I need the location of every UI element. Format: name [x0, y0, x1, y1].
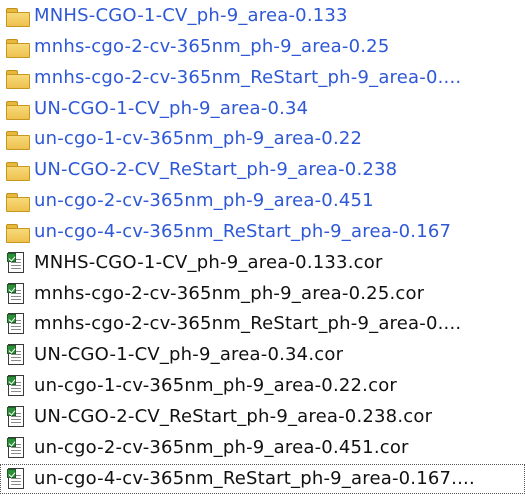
cor-file-icon — [5, 251, 31, 275]
cor-file-icon — [5, 343, 31, 367]
folder-icon — [5, 127, 31, 151]
file-name: MNHS-CGO-1-CV_ph-9_area-0.133.cor — [34, 252, 383, 273]
folder-name: un-cgo-2-cv-365nm_ph-9_area-0.451 — [34, 190, 374, 211]
folder-item[interactable]: mnhs-cgo-2-cv-365nm_ReStart_ph-9_area-0.… — [0, 63, 525, 93]
folder-icon — [5, 220, 31, 244]
cor-file-icon — [5, 374, 31, 398]
folder-name: UN-CGO-2-CV_ReStart_ph-9_area-0.238 — [34, 159, 398, 180]
folder-icon — [5, 35, 31, 59]
file-item[interactable]: un-cgo-4-cv-365nm_ReStart_ph-9_area-0.16… — [0, 464, 525, 494]
folder-icon — [5, 4, 31, 28]
file-name: un-cgo-1-cv-365nm_ph-9_area-0.22.cor — [34, 375, 398, 396]
folder-item[interactable]: MNHS-CGO-1-CV_ph-9_area-0.133 — [0, 1, 525, 31]
cor-file-icon — [5, 467, 31, 491]
folder-item[interactable]: mnhs-cgo-2-cv-365nm_ph-9_area-0.25 — [0, 32, 525, 62]
cor-file-icon — [5, 405, 31, 429]
folder-name: un-cgo-1-cv-365nm_ph-9_area-0.22 — [34, 128, 363, 149]
folder-icon — [5, 158, 31, 182]
file-name: UN-CGO-2-CV_ReStart_ph-9_area-0.238.cor — [34, 406, 433, 427]
file-name: mnhs-cgo-2-cv-365nm_ReStart_ph-9_area-0.… — [34, 313, 462, 334]
folder-item[interactable]: UN-CGO-2-CV_ReStart_ph-9_area-0.238 — [0, 155, 525, 185]
file-name: mnhs-cgo-2-cv-365nm_ph-9_area-0.25.cor — [34, 283, 425, 304]
file-item[interactable]: MNHS-CGO-1-CV_ph-9_area-0.133.cor — [0, 248, 525, 278]
folder-item[interactable]: un-cgo-1-cv-365nm_ph-9_area-0.22 — [0, 124, 525, 154]
cor-file-icon — [5, 282, 31, 306]
cor-file-icon — [5, 312, 31, 336]
file-item[interactable]: UN-CGO-1-CV_ph-9_area-0.34.cor — [0, 340, 525, 370]
folder-name: un-cgo-4-cv-365nm_ReStart_ph-9_area-0.16… — [34, 221, 452, 242]
folder-icon — [5, 97, 31, 121]
file-item[interactable]: un-cgo-2-cv-365nm_ph-9_area-0.451.cor — [0, 433, 525, 463]
file-item[interactable]: mnhs-cgo-2-cv-365nm_ph-9_area-0.25.cor — [0, 279, 525, 309]
file-item[interactable]: mnhs-cgo-2-cv-365nm_ReStart_ph-9_area-0.… — [0, 309, 525, 339]
file-name: UN-CGO-1-CV_ph-9_area-0.34.cor — [34, 344, 344, 365]
folder-item[interactable]: UN-CGO-1-CV_ph-9_area-0.34 — [0, 94, 525, 124]
folder-name: UN-CGO-1-CV_ph-9_area-0.34 — [34, 98, 309, 119]
file-item[interactable]: un-cgo-1-cv-365nm_ph-9_area-0.22.cor — [0, 371, 525, 401]
folder-name: MNHS-CGO-1-CV_ph-9_area-0.133 — [34, 5, 348, 26]
file-item[interactable]: UN-CGO-2-CV_ReStart_ph-9_area-0.238.cor — [0, 402, 525, 432]
file-name: un-cgo-4-cv-365nm_ReStart_ph-9_area-0.16… — [34, 468, 475, 489]
folder-name: mnhs-cgo-2-cv-365nm_ReStart_ph-9_area-0.… — [34, 67, 462, 88]
folder-name: mnhs-cgo-2-cv-365nm_ph-9_area-0.25 — [34, 36, 390, 57]
file-name: un-cgo-2-cv-365nm_ph-9_area-0.451.cor — [34, 437, 409, 458]
folder-item[interactable]: un-cgo-2-cv-365nm_ph-9_area-0.451 — [0, 186, 525, 216]
cor-file-icon — [5, 436, 31, 460]
folder-icon — [5, 66, 31, 90]
folder-item[interactable]: un-cgo-4-cv-365nm_ReStart_ph-9_area-0.16… — [0, 217, 525, 247]
folder-icon — [5, 189, 31, 213]
